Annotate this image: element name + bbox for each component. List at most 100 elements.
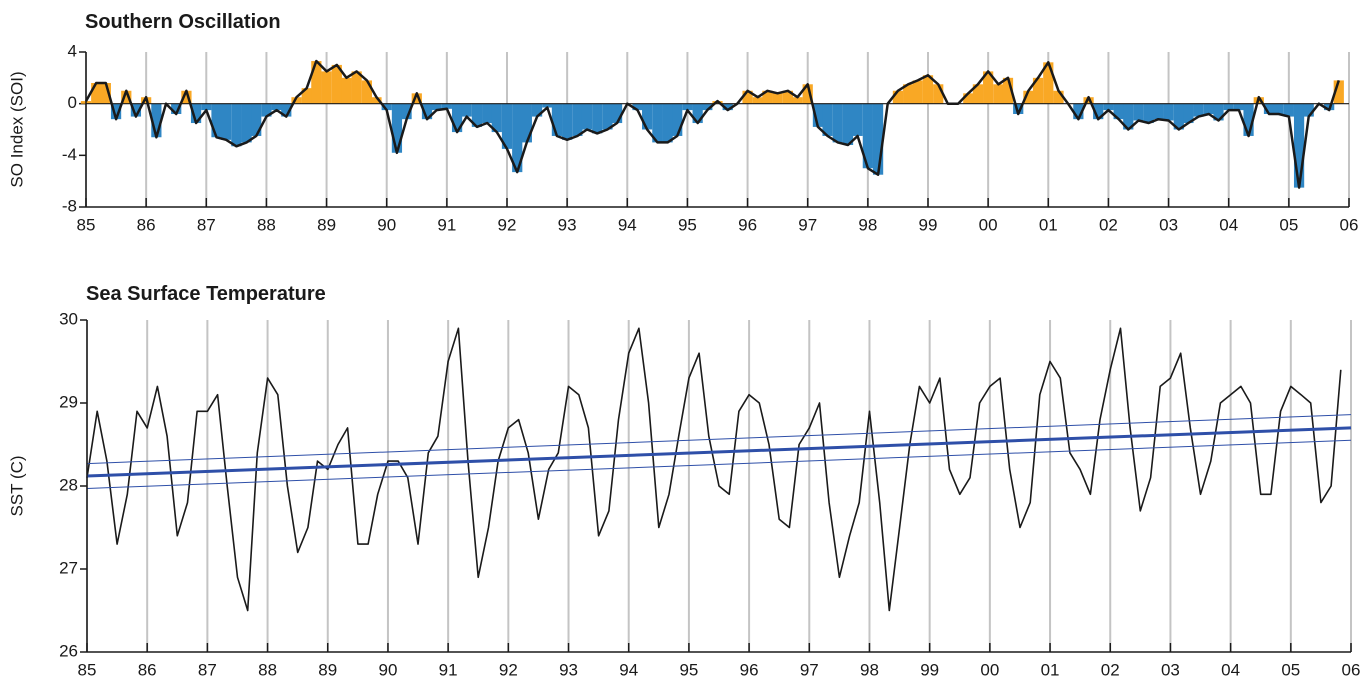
area-bar xyxy=(812,103,824,127)
area-bar xyxy=(271,103,282,111)
area-bar xyxy=(301,88,312,104)
area-bar xyxy=(1113,103,1124,120)
area-bar xyxy=(371,97,382,104)
x-tick-label: 87 xyxy=(198,660,217,679)
area-bar xyxy=(742,90,753,104)
area-bar xyxy=(321,71,332,104)
panel: Sea Surface Temperature SST (C) 85 86 87 88 89… xyxy=(7,283,1360,679)
area-bar xyxy=(1173,103,1184,130)
x-tick-label: 92 xyxy=(498,215,517,234)
area-bar xyxy=(562,103,573,140)
area-bar xyxy=(501,103,513,149)
area-bar xyxy=(482,103,493,124)
area-bar xyxy=(1333,80,1344,104)
area-bar xyxy=(401,103,412,120)
x-tick-label: 95 xyxy=(678,215,697,234)
area-bar xyxy=(692,103,703,124)
y-tick-label: 27 xyxy=(59,558,78,577)
area-bar xyxy=(331,64,342,104)
y-tick-label: 26 xyxy=(59,641,78,660)
y-tick-label: -8 xyxy=(62,196,77,215)
area-bar xyxy=(912,80,923,104)
area-bar xyxy=(872,103,884,175)
trend-line xyxy=(86,439,1352,489)
area-bar xyxy=(933,84,944,104)
area-bar xyxy=(1163,103,1174,121)
area-bar xyxy=(130,103,142,117)
area-bar xyxy=(190,103,202,124)
trend-line xyxy=(86,414,1352,465)
x-tick-label: 00 xyxy=(980,660,999,679)
area-bar xyxy=(1153,103,1164,120)
area-bar xyxy=(983,71,994,104)
x-tick-label: 97 xyxy=(798,215,817,234)
area-bar xyxy=(1193,103,1204,117)
x-tick-label: 90 xyxy=(378,660,397,679)
area-bar xyxy=(1013,103,1024,114)
x-tick-label: 04 xyxy=(1221,660,1240,679)
area-bar xyxy=(1203,103,1214,114)
y-tick-label: -4 xyxy=(62,145,77,164)
x-tick-label: 99 xyxy=(919,215,938,234)
area-bar xyxy=(551,103,563,136)
panel: Southern Oscillation SO Index (SOI) 85 86 87… xyxy=(7,11,1358,234)
area-bar xyxy=(1133,103,1144,121)
area-bar xyxy=(1213,103,1224,121)
area-bar xyxy=(1293,103,1305,188)
y-tick-label: 29 xyxy=(59,392,78,411)
x-tick-label: 03 xyxy=(1161,660,1180,679)
x-tick-label: 00 xyxy=(979,215,998,234)
x-tick-label: 96 xyxy=(740,660,759,679)
area-bar xyxy=(903,84,914,104)
area-bar xyxy=(1053,90,1064,104)
area-bar xyxy=(1043,62,1054,104)
area-bar xyxy=(832,103,843,143)
area-bar xyxy=(361,80,372,104)
area-bar xyxy=(1093,103,1104,120)
area-bar xyxy=(261,103,272,117)
area-bar xyxy=(1103,103,1114,111)
y-axis-label: SO Index (SOI) xyxy=(7,71,26,187)
area-bar xyxy=(642,103,653,130)
area-bar xyxy=(241,103,252,143)
area-bar xyxy=(572,103,583,136)
area-bar xyxy=(842,103,854,145)
y-tick-label: 4 xyxy=(68,41,77,60)
area-bar xyxy=(351,71,362,104)
area-bar xyxy=(1283,103,1294,117)
area-bar xyxy=(772,93,783,104)
area-bar xyxy=(381,103,392,111)
x-tick-label: 94 xyxy=(619,660,638,679)
x-tick-label: 05 xyxy=(1279,215,1298,234)
area-bar xyxy=(451,103,463,133)
area-bar xyxy=(231,103,242,147)
area-bar xyxy=(1083,97,1094,104)
area-bar xyxy=(521,103,532,143)
area-bar xyxy=(1023,90,1034,104)
area-bar xyxy=(171,103,182,114)
area-bar xyxy=(1143,103,1154,124)
x-tick-label: 86 xyxy=(137,215,156,234)
area-bar xyxy=(281,103,292,117)
area-bar xyxy=(251,103,262,136)
area-bar xyxy=(611,103,623,124)
x-tick-label: 98 xyxy=(858,215,877,234)
area-bar xyxy=(702,103,713,111)
x-tick-label: 01 xyxy=(1041,660,1060,679)
area-bar xyxy=(581,103,593,130)
area-bar xyxy=(1223,103,1234,111)
area-bar xyxy=(682,103,693,111)
x-tick-label: 93 xyxy=(559,660,578,679)
area-bar xyxy=(201,103,212,111)
x-tick-label: 89 xyxy=(318,660,337,679)
x-tick-label: 01 xyxy=(1039,215,1058,234)
area-bar xyxy=(391,103,403,153)
area-bar xyxy=(421,103,433,120)
area-bar xyxy=(471,103,483,127)
x-tick-label: 91 xyxy=(439,660,458,679)
area-bar xyxy=(441,103,452,109)
x-tick-label: 88 xyxy=(258,660,277,679)
x-tick-label: 91 xyxy=(437,215,456,234)
area-bar xyxy=(792,97,803,104)
area-bar xyxy=(963,93,974,104)
